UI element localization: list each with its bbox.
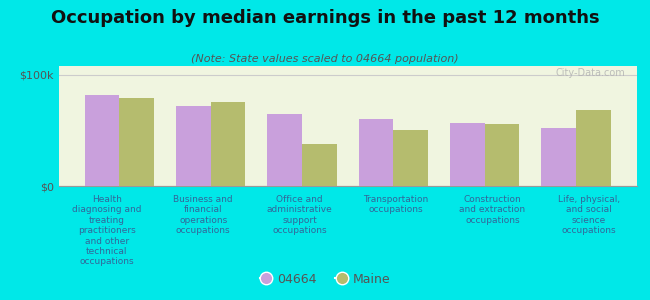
Text: (Note: State values scaled to 04664 population): (Note: State values scaled to 04664 popu… bbox=[191, 54, 459, 64]
Bar bbox=[393, 130, 428, 186]
Text: Transportation
occupations: Transportation occupations bbox=[363, 195, 428, 214]
Text: Life, physical,
and social
science
occupations: Life, physical, and social science occup… bbox=[558, 195, 620, 235]
Bar bbox=[211, 102, 246, 186]
Bar bbox=[450, 123, 485, 186]
Bar bbox=[267, 114, 302, 186]
Text: Office and
administrative
support
occupations: Office and administrative support occupa… bbox=[266, 195, 332, 235]
Bar bbox=[485, 124, 519, 186]
Bar bbox=[576, 110, 611, 186]
Text: Business and
financial
operations
occupations: Business and financial operations occupa… bbox=[174, 195, 233, 235]
Text: City-Data.com: City-Data.com bbox=[556, 68, 625, 78]
Bar bbox=[84, 95, 120, 186]
Bar bbox=[541, 128, 576, 186]
Bar bbox=[120, 98, 154, 186]
Legend: 04664, Maine: 04664, Maine bbox=[255, 268, 395, 291]
Bar bbox=[359, 119, 393, 186]
Text: Construction
and extraction
occupations: Construction and extraction occupations bbox=[460, 195, 525, 225]
Text: Occupation by median earnings in the past 12 months: Occupation by median earnings in the pas… bbox=[51, 9, 599, 27]
Bar bbox=[176, 106, 211, 186]
Text: Health
diagnosing and
treating
practitioners
and other
technical
occupations: Health diagnosing and treating practitio… bbox=[72, 195, 142, 266]
Bar bbox=[302, 144, 337, 186]
